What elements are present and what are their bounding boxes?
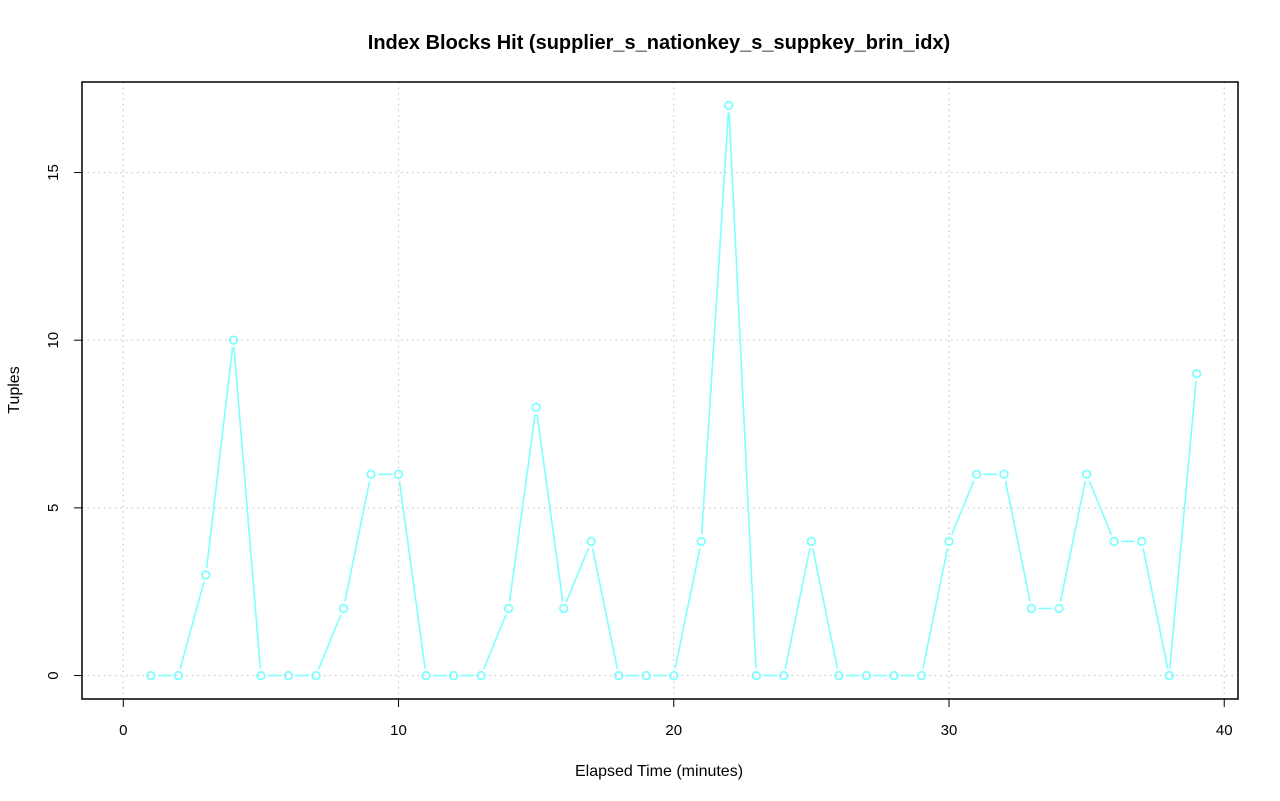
series-line-segment <box>1142 548 1169 669</box>
y-axis-label: Tuples <box>6 366 23 413</box>
series-line-segment <box>728 112 757 669</box>
data-point <box>146 670 156 681</box>
data-point <box>1136 536 1147 547</box>
series-line-segment <box>591 548 619 669</box>
data-point <box>834 670 844 681</box>
data-point <box>393 469 404 480</box>
data-point <box>1026 603 1037 614</box>
data-point <box>889 670 899 681</box>
y-tick-label: 15 <box>45 164 62 181</box>
x-axis-label: Elapsed Time (minutes) <box>575 763 743 780</box>
data-point <box>173 670 184 681</box>
data-point <box>971 469 982 480</box>
data-point <box>641 670 651 681</box>
data-point <box>421 670 431 681</box>
data-point <box>338 603 349 614</box>
plot-frame <box>81 81 1239 700</box>
data-point <box>256 670 266 681</box>
series-line-segment <box>344 481 371 602</box>
data-point <box>944 536 954 547</box>
series-line-segment <box>536 414 564 602</box>
data-point <box>751 670 762 681</box>
data-point <box>201 570 211 580</box>
series-line-segment <box>508 414 536 602</box>
data-point <box>476 670 486 681</box>
data-point <box>669 670 679 681</box>
data-point <box>448 670 459 681</box>
data-point <box>999 469 1009 480</box>
data-point <box>366 469 376 480</box>
data-point <box>1192 369 1202 379</box>
x-tick-label: 10 <box>390 722 407 739</box>
series-line-segment <box>179 581 205 669</box>
data-point <box>503 603 514 614</box>
series-line-segment <box>1088 480 1113 536</box>
y-tick-label: 0 <box>45 671 62 679</box>
data-point <box>779 670 789 681</box>
data-point <box>1081 469 1092 480</box>
data-point <box>614 670 624 681</box>
chart-title: Index Blocks Hit (supplier_s_nationkey_s… <box>368 32 950 54</box>
series-line-segment <box>398 481 426 669</box>
x-tick-label: 30 <box>941 722 958 739</box>
data-point <box>724 100 734 111</box>
series-line-segment <box>233 347 262 669</box>
x-tick-label: 20 <box>665 722 682 739</box>
data-point <box>558 603 569 614</box>
series-line-segment <box>483 614 507 670</box>
series-layer <box>146 100 1202 681</box>
series-line-segment <box>205 347 234 569</box>
series-line-segment <box>700 112 730 535</box>
data-point <box>311 670 321 681</box>
series-line-segment <box>784 548 811 669</box>
data-point <box>1109 536 1119 547</box>
data-point <box>1054 603 1064 614</box>
x-tick-label: 40 <box>1216 722 1233 739</box>
x-axis: 0 10 20 30 40 <box>119 699 1233 739</box>
series-line-segment <box>1169 380 1197 669</box>
data-point <box>861 670 872 681</box>
series-line-segment <box>317 614 342 670</box>
series-line-segment <box>674 548 701 669</box>
data-point <box>916 670 927 681</box>
data-point <box>696 536 706 547</box>
data-point <box>806 536 817 547</box>
x-tick-label: 0 <box>119 722 127 739</box>
y-tick-label: 5 <box>45 504 62 512</box>
series-line-segment <box>922 548 949 669</box>
series-line-segment <box>1059 481 1086 602</box>
y-axis: 0 5 10 15 <box>45 164 82 680</box>
series-line-segment <box>812 548 839 669</box>
series-line-segment <box>950 480 975 536</box>
data-point <box>283 670 294 681</box>
data-point <box>1164 670 1174 681</box>
y-tick-label: 10 <box>45 332 62 349</box>
data-point <box>531 402 541 412</box>
data-point <box>586 536 596 547</box>
data-point <box>228 335 239 345</box>
series-line-segment <box>565 547 590 603</box>
series-line-segment <box>1004 481 1031 602</box>
